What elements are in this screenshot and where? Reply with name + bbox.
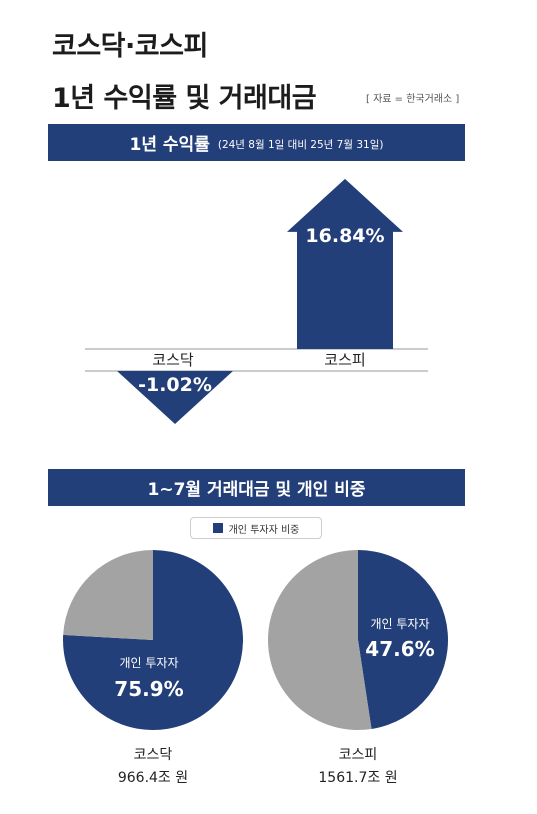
section-title-volume: 1~7월 거래대금 및 개인 비중 <box>147 480 366 500</box>
pie-chart-kospi: 개인 투자자 47.6% <box>267 550 448 730</box>
pie-slice-value-kosdaq: 75.9% <box>114 677 183 701</box>
section-title-returns: 1년 수익률 <box>129 135 210 155</box>
pie-slice-value-kospi: 47.6% <box>365 637 434 661</box>
pie-slice-label-kosdaq: 개인 투자자 <box>119 656 178 670</box>
pie-name-kospi: 코스피 <box>338 747 378 763</box>
pie-name-kosdaq: 코스닥 <box>133 747 173 763</box>
pie-total-kospi: 1561.7조 원 <box>318 770 398 786</box>
tick-label-kosdaq: 코스닥 <box>152 351 194 369</box>
source-note: [ 자료 = 한국거래소 ] <box>366 94 460 105</box>
pie-chart-kosdaq: 개인 투자자 75.9% <box>63 550 244 730</box>
bar-arrow-kospi <box>287 178 403 349</box>
legend: 개인 투자자 비중 <box>190 517 322 539</box>
tick-label-kospi: 코스피 <box>324 351 365 369</box>
section-banner-volume: 1~7월 거래대금 및 개인 비중 <box>48 469 465 506</box>
data-label-kospi: 16.84% <box>305 225 384 247</box>
legend-label: 개인 투자자 비중 <box>228 524 300 536</box>
section-subtitle-returns: (24년 8월 1일 대비 25년 7월 31일) <box>217 138 384 151</box>
returns-arrow-chart: 코스닥 코스피 -1.02% 16.84% <box>85 178 428 424</box>
page-title-line2: 1년 수익률 및 거래대금 <box>52 83 317 114</box>
pie-slice-kosdaq-other <box>63 550 153 640</box>
section-banner-returns: 1년 수익률 (24년 8월 1일 대비 25년 7월 31일) <box>48 124 465 161</box>
pie-slice-kospi-other <box>267 550 372 730</box>
pie-slice-label-kospi: 개인 투자자 <box>370 617 429 631</box>
page-title-line1: 코스닥·코스피 <box>52 31 208 62</box>
pie-slice-kospi-individual <box>358 550 448 729</box>
bar-arrow-kosdaq <box>117 371 233 424</box>
pie-total-kosdaq: 966.4조 원 <box>117 770 189 786</box>
data-label-kosdaq: -1.02% <box>138 374 212 396</box>
legend-swatch <box>212 523 223 533</box>
